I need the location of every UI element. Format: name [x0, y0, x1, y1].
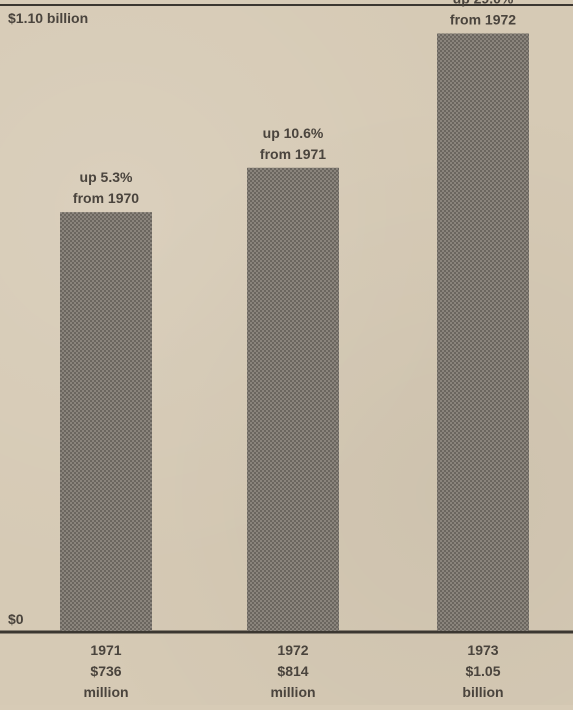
category-label-1973: 1973: [467, 642, 498, 658]
bar-1972: [247, 167, 339, 631]
change-label-1971-line1: up 5.3%: [80, 169, 133, 185]
value-label-1972-line1: $814: [277, 663, 308, 679]
bar-1973: [437, 33, 529, 632]
change-label-1973-line2: from 1972: [450, 11, 516, 27]
y-axis-top-label: $1.10 billion: [8, 10, 88, 26]
change-label-1972-line2: from 1971: [260, 146, 326, 162]
value-label-1972-line2: million: [270, 684, 315, 700]
change-label-1973-line1: up 29.0%: [453, 0, 514, 6]
value-label-1971-line2: million: [83, 684, 128, 700]
change-label-1971-line2: from 1970: [73, 190, 139, 206]
bars-group: up 5.3% from 1970 1971 $736 million up 10.6% f…: [60, 0, 529, 700]
y-axis-zero-label: $0: [8, 611, 24, 627]
value-label-1973-line2: billion: [462, 684, 503, 700]
value-label-1973-line1: $1.05: [465, 663, 500, 679]
category-label-1972: 1972: [277, 642, 308, 658]
value-label-1971-line1: $736: [90, 663, 121, 679]
bar-1971: [60, 212, 152, 631]
change-label-1972-line1: up 10.6%: [263, 125, 324, 141]
category-label-1971: 1971: [90, 642, 121, 658]
